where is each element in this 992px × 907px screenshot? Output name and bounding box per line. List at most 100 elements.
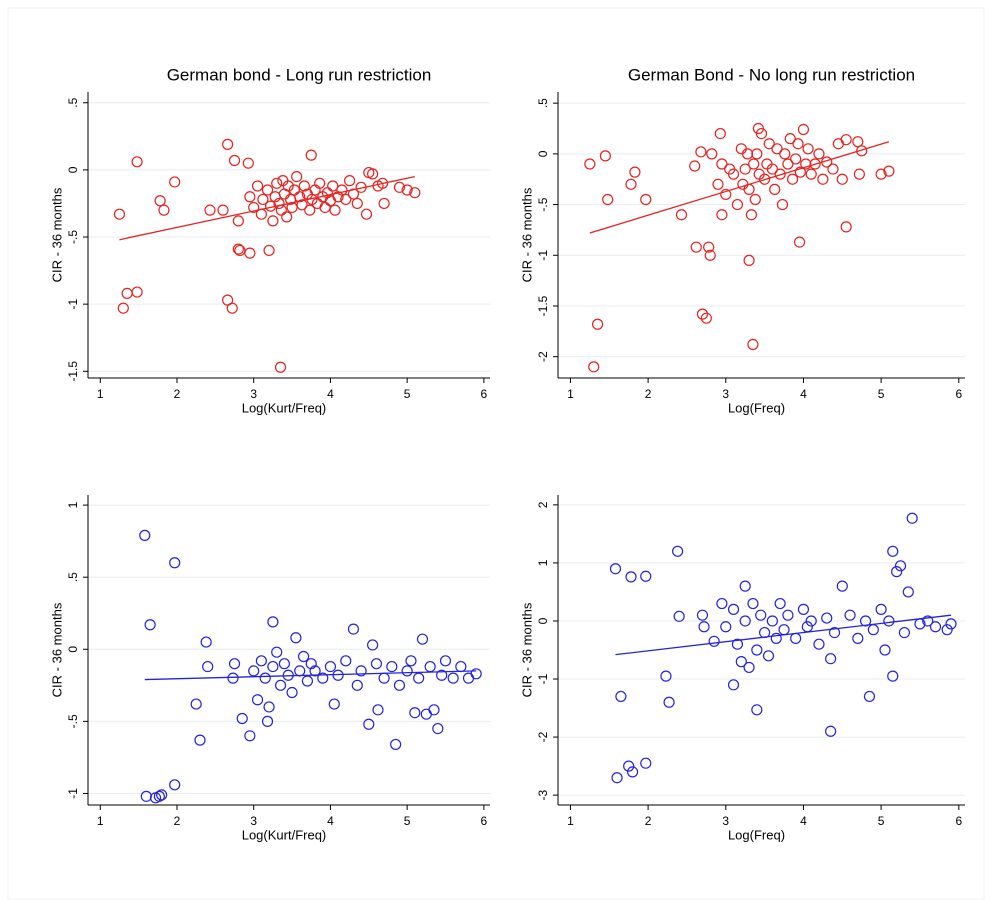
x-tick-label: 3 (722, 814, 729, 828)
point (673, 610, 685, 622)
point (248, 665, 260, 677)
point (378, 672, 390, 684)
point (409, 187, 421, 199)
point (817, 173, 829, 185)
x-tick-label: 2 (645, 814, 652, 828)
point (778, 624, 790, 636)
point (825, 725, 837, 737)
point (716, 158, 728, 170)
point (447, 672, 459, 684)
point (226, 302, 238, 314)
point (776, 198, 789, 211)
point (660, 670, 672, 682)
point (782, 609, 794, 621)
y-tick-label: -2 (536, 351, 550, 362)
point (294, 665, 306, 677)
point (827, 163, 839, 175)
y-tick-label: 0 (536, 150, 550, 157)
point (144, 619, 156, 631)
point (584, 158, 596, 170)
point (271, 646, 283, 658)
y-tick-label: -.5 (536, 197, 550, 211)
y-tick-label: -1.5 (66, 361, 80, 382)
point (731, 638, 744, 650)
point (743, 254, 755, 266)
point (351, 679, 363, 691)
point (751, 644, 763, 656)
point (267, 616, 279, 628)
point (263, 701, 275, 713)
point (720, 188, 732, 201)
point (244, 191, 256, 203)
point (629, 166, 641, 178)
point (228, 658, 241, 670)
point (875, 168, 887, 180)
point (271, 177, 283, 189)
x-tick-label: 1 (97, 814, 104, 828)
point (121, 287, 133, 300)
point (344, 175, 356, 187)
point (244, 247, 256, 259)
y-tick-label: .5 (66, 572, 80, 582)
point (747, 597, 759, 610)
point (470, 668, 482, 680)
point (588, 361, 600, 373)
point (883, 165, 895, 177)
point (840, 134, 852, 146)
point (941, 624, 953, 636)
point (792, 138, 804, 150)
point (755, 609, 767, 621)
point (158, 204, 170, 216)
point (274, 679, 287, 691)
point (712, 178, 724, 190)
point (217, 204, 229, 216)
point (190, 698, 202, 710)
x-axis-label: Log(Freq) (728, 400, 785, 415)
point (856, 145, 868, 157)
point (273, 197, 285, 210)
point (455, 660, 467, 673)
point (805, 615, 817, 627)
point (727, 679, 740, 691)
point (714, 127, 726, 140)
point (675, 209, 688, 221)
point (625, 178, 637, 190)
point (317, 672, 329, 684)
point (690, 241, 702, 253)
point (244, 730, 256, 742)
point (360, 208, 373, 220)
point (689, 160, 701, 172)
point (228, 154, 241, 167)
point (731, 198, 744, 211)
x-tick-label: 5 (878, 814, 885, 828)
point (599, 150, 611, 162)
point (700, 312, 712, 324)
point (169, 557, 181, 569)
x-tick-label: 2 (645, 387, 652, 401)
point (727, 168, 740, 180)
point (351, 197, 363, 210)
point (286, 686, 298, 699)
point (828, 626, 841, 639)
point (720, 621, 732, 633)
point (602, 193, 614, 206)
point (154, 195, 166, 207)
x-axis-label: Log(Kurt/Freq) (242, 827, 327, 842)
x-tick-label: 5 (404, 814, 411, 828)
point (894, 560, 907, 572)
point (370, 658, 383, 670)
point (305, 149, 317, 161)
point (259, 672, 271, 684)
point (242, 157, 254, 169)
point (821, 612, 833, 624)
point (611, 772, 623, 784)
y-tick-label: .5 (536, 98, 550, 108)
y-tick-label: 1 (66, 501, 80, 508)
point (234, 244, 246, 257)
point (281, 211, 293, 223)
point (232, 215, 244, 227)
point (401, 665, 413, 677)
point (891, 566, 903, 578)
point (140, 790, 152, 802)
point (906, 512, 918, 524)
